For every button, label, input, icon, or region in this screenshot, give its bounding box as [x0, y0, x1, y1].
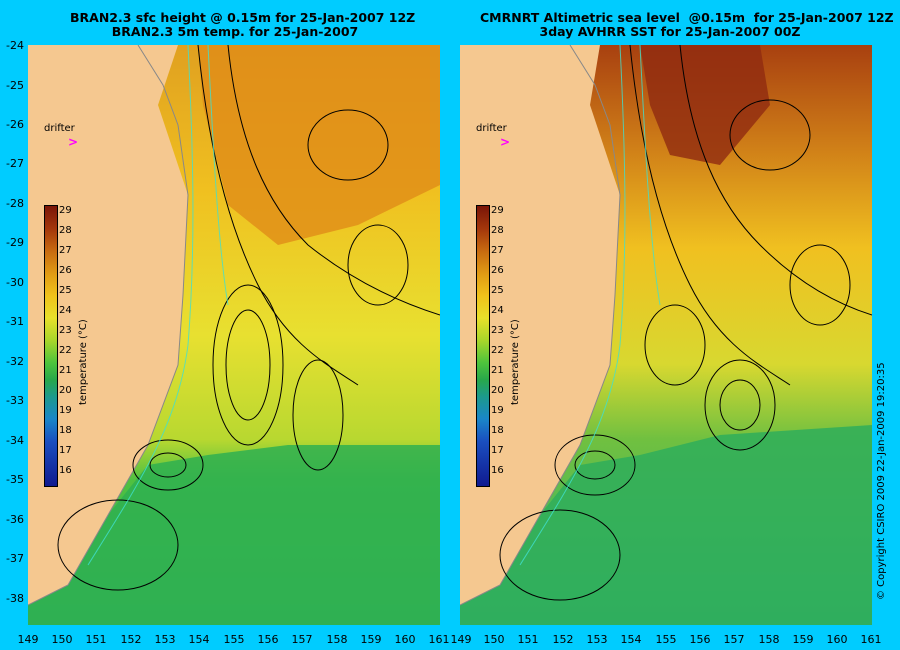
drifter-marker[interactable]: >: [68, 135, 79, 149]
lon-label: 150: [51, 633, 73, 646]
lon-label: 161: [860, 633, 882, 646]
lon-label: 153: [154, 633, 176, 646]
sea-level-contours: [57, 45, 440, 591]
cbar-tick: 19: [59, 405, 72, 416]
lon-label: 149: [450, 633, 472, 646]
lat-label: -38: [6, 592, 24, 605]
cbar-tick: 25: [491, 285, 504, 296]
lon-label: 161: [428, 633, 450, 646]
copyright-text: © Copyright CSIRO 2009 22-Jan-2009 19:20…: [876, 362, 887, 600]
lat-label: -32: [6, 355, 24, 368]
cbar-tick: 28: [59, 225, 72, 236]
bathymetry-contours: [519, 45, 661, 566]
cbar-tick: 18: [59, 425, 72, 436]
cbar-tick: 27: [59, 245, 72, 256]
cbar-tick: 16: [491, 465, 504, 476]
cbar-tick: 26: [59, 265, 72, 276]
lon-label: 153: [586, 633, 608, 646]
lat-label: -33: [6, 394, 24, 407]
lon-label: 159: [792, 633, 814, 646]
coastline: [28, 45, 189, 606]
colorbar-title: temperature (°C): [510, 319, 521, 405]
lon-label: 160: [826, 633, 848, 646]
warm-core-region: [640, 45, 770, 165]
lon-label: 151: [85, 633, 107, 646]
colorbar-right: [476, 205, 490, 487]
lon-label: 154: [188, 633, 210, 646]
cbar-tick: 29: [59, 205, 72, 216]
lon-label: 155: [223, 633, 245, 646]
lat-label: -29: [6, 236, 24, 249]
lon-label: 156: [689, 633, 711, 646]
lon-label: 158: [326, 633, 348, 646]
lon-label: 157: [723, 633, 745, 646]
cool-shelf-region: [460, 425, 872, 625]
lon-label: 156: [257, 633, 279, 646]
cbar-tick: 20: [491, 385, 504, 396]
lat-label: -30: [6, 276, 24, 289]
lat-label: -35: [6, 473, 24, 486]
coastline: [460, 45, 621, 606]
left-panel-title: BRAN2.3 sfc height @ 0.15m for 25-Jan-20…: [70, 10, 416, 39]
lon-label: 150: [483, 633, 505, 646]
right-panel-title: CMRNRT Altimetric sea level @0.15m for 2…: [480, 10, 894, 39]
cbar-tick: 22: [59, 345, 72, 356]
right-map-panel[interactable]: 29 28 27 26 25 24 23 22 21 20 19 18 17 1…: [460, 45, 872, 625]
cbar-tick: 17: [59, 445, 72, 456]
cbar-tick: 24: [59, 305, 72, 316]
cbar-tick: 23: [59, 325, 72, 336]
lon-label: 157: [291, 633, 313, 646]
cbar-tick: 29: [491, 205, 504, 216]
lon-label: 155: [655, 633, 677, 646]
lon-label: 152: [120, 633, 142, 646]
cbar-tick: 20: [59, 385, 72, 396]
cbar-tick: 18: [491, 425, 504, 436]
lon-label: 160: [394, 633, 416, 646]
colorbar-title: temperature (°C): [78, 319, 89, 405]
colorbar-left: [44, 205, 58, 487]
cbar-tick: 19: [491, 405, 504, 416]
right-map-svg: [460, 45, 872, 625]
cool-shelf-region: [28, 445, 440, 625]
bathymetry-contours: [87, 45, 229, 566]
cbar-tick: 21: [59, 365, 72, 376]
lat-label: -24: [6, 39, 24, 52]
cbar-tick: 25: [59, 285, 72, 296]
lat-label: -28: [6, 197, 24, 210]
lon-label: 159: [360, 633, 382, 646]
cbar-tick: 28: [491, 225, 504, 236]
left-map-panel[interactable]: 29 28 27 26 25 24 23 22 21 20 19 18 17 1…: [28, 45, 440, 625]
cbar-tick: 17: [491, 445, 504, 456]
left-map-svg: [28, 45, 440, 625]
lat-label: -37: [6, 552, 24, 565]
lat-label: -36: [6, 513, 24, 526]
lon-label: 154: [620, 633, 642, 646]
drifter-label: drifter: [44, 123, 75, 134]
lat-label: -27: [6, 157, 24, 170]
lon-label: 152: [552, 633, 574, 646]
lon-label: 158: [758, 633, 780, 646]
cbar-tick: 27: [491, 245, 504, 256]
cbar-tick: 22: [491, 345, 504, 356]
drifter-label: drifter: [476, 123, 507, 134]
cbar-tick: 16: [59, 465, 72, 476]
sea-level-contours: [499, 45, 872, 601]
lat-label: -34: [6, 434, 24, 447]
cbar-tick: 23: [491, 325, 504, 336]
drifter-marker[interactable]: >: [500, 135, 511, 149]
lat-label: -25: [6, 79, 24, 92]
cbar-tick: 24: [491, 305, 504, 316]
lat-label: -31: [6, 315, 24, 328]
lon-label: 151: [517, 633, 539, 646]
lat-label: -26: [6, 118, 24, 131]
cbar-tick: 26: [491, 265, 504, 276]
lon-label: 149: [17, 633, 39, 646]
warm-core-region: [198, 45, 440, 245]
cbar-tick: 21: [491, 365, 504, 376]
